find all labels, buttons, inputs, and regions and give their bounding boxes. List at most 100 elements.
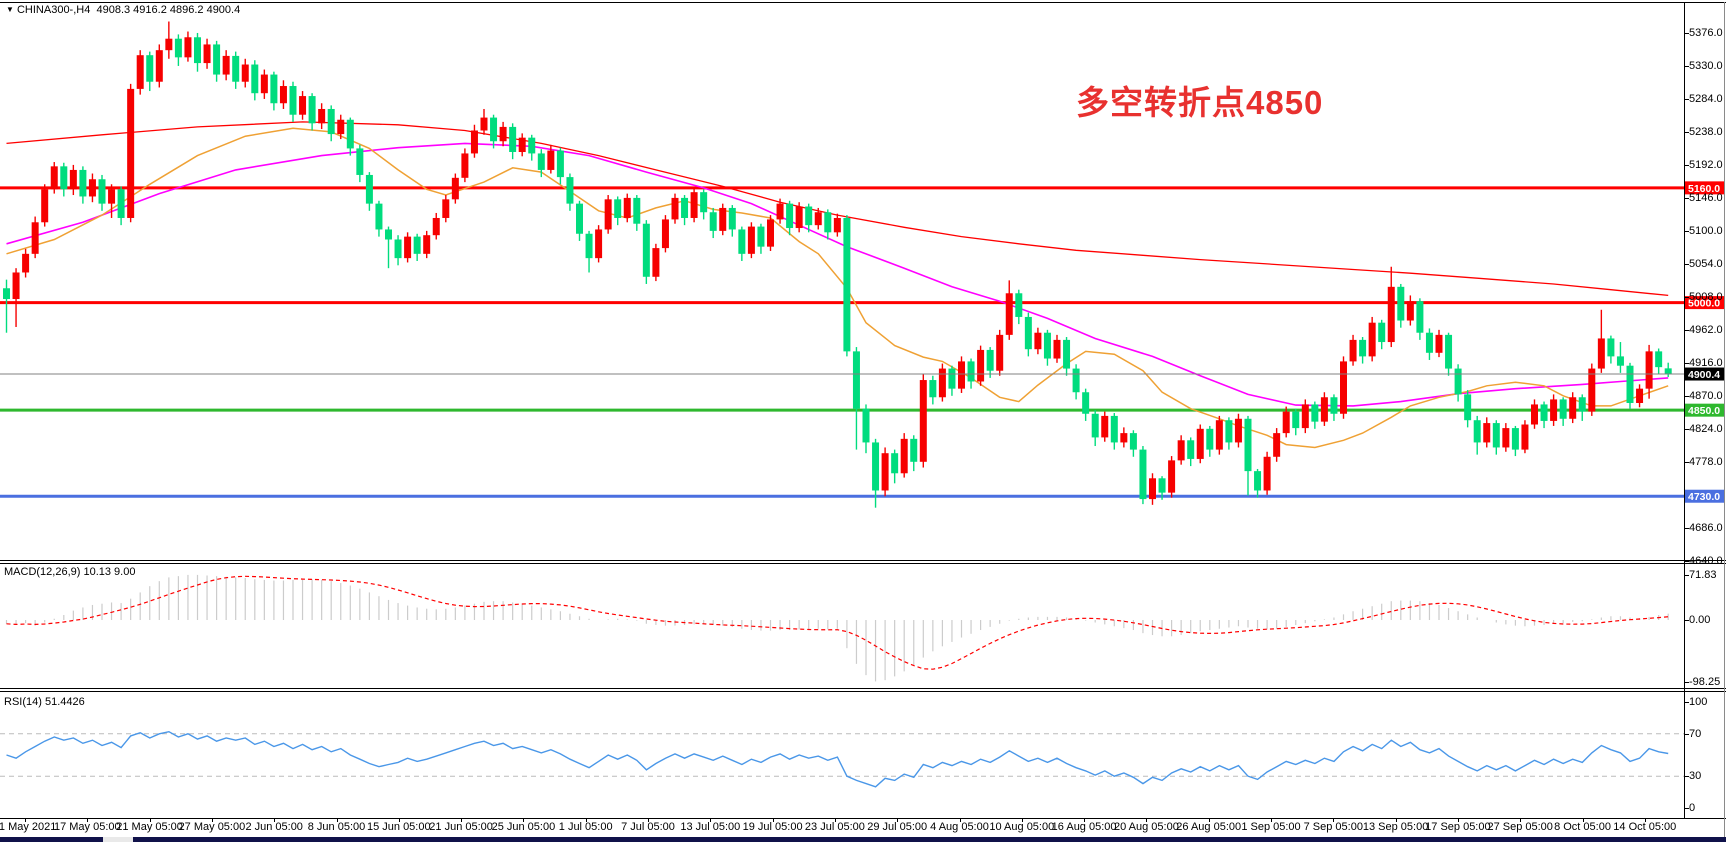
time-axis-tick (336, 818, 338, 822)
price-axis-label: 5146.0 (1689, 191, 1723, 204)
macd-separator-line-1[interactable] (0, 560, 1726, 561)
time-axis-label: 1 Sep 05:00 (1241, 821, 1301, 833)
time-axis-line (0, 818, 1726, 819)
time-axis-label: 11 May 2021 (0, 821, 57, 833)
rsi-label: RSI(14) 51.4426 (4, 696, 85, 708)
ohlc-values-label: 4908.3 4916.2 4896.2 4900.4 (96, 4, 241, 16)
indicator-axis-tick (1684, 808, 1689, 809)
time-axis-tick (398, 818, 400, 822)
price-axis-label: 4870.0 (1689, 389, 1723, 402)
main-price-chart[interactable]: 5160.0 5000.0 4850.0 4730.0 4900.4 (0, 0, 1726, 560)
chart-title: ▼ CHINA300-,H4 4908.3 4916.2 4896.2 4900… (6, 4, 240, 16)
indicator-axis-label: 70 (1689, 727, 1702, 740)
macd-signal-line (6, 575, 1669, 670)
time-axis-label: 23 Jul 05:00 (804, 821, 865, 833)
time-axis-label: 25 Jun 05:00 (491, 821, 556, 833)
price-tag-4850.0 (1685, 403, 1725, 417)
price-axis-label: 5238.0 (1689, 125, 1723, 138)
time-axis-tick (1146, 818, 1148, 822)
rsi-separator-line-2[interactable] (0, 691, 1726, 692)
window-right-border (1724, 2, 1725, 838)
time-axis-tick (461, 818, 463, 822)
price-axis-tick (1684, 263, 1689, 265)
window-top-border (0, 2, 1726, 3)
price-axis-tick (1684, 131, 1689, 133)
indicator-axis-tick (1684, 620, 1689, 621)
symbol-period-label: CHINA300-,H4 (16, 4, 91, 16)
indicator-axis-tick (1684, 574, 1689, 576)
price-axis-label: 4916.0 (1689, 356, 1723, 369)
price-axis-tick (1684, 395, 1689, 397)
time-axis-label: 21 Jun 05:00 (429, 821, 493, 833)
indicator-axis-tick (1684, 733, 1689, 735)
indicator-axis-label: 100 (1689, 696, 1708, 708)
price-axis-tick (1684, 527, 1689, 529)
rsi-indicator-panel[interactable] (0, 692, 1726, 818)
price-axis-tick (1684, 428, 1689, 430)
price-axis-label: 5054.0 (1689, 257, 1723, 270)
collapse-triangle-icon[interactable]: ▼ (6, 5, 14, 14)
price-axis-tick (1684, 560, 1689, 562)
time-axis-tick (211, 818, 213, 822)
time-axis-tick (1084, 818, 1086, 822)
price-axis-tick (1684, 230, 1689, 232)
price-axis-label: 4778.0 (1689, 455, 1723, 468)
macd-histogram (5, 574, 1669, 682)
price-axis-label: 4686.0 (1689, 521, 1723, 534)
time-axis-tick (959, 818, 961, 822)
price-tag-5160.0 (1685, 181, 1725, 195)
price-axis-tick (1684, 164, 1689, 166)
time-axis-tick (1333, 818, 1335, 822)
price-axis-label: 5284.0 (1689, 92, 1723, 105)
time-axis-tick (1271, 818, 1272, 822)
time-axis-tick (1644, 818, 1646, 822)
price-axis-label: 4640.0 (1689, 554, 1723, 567)
candles (3, 21, 1672, 508)
indicator-axis-label: 0.00 (1689, 614, 1711, 626)
indicator-axis-tick (1684, 702, 1689, 703)
scrollbar-gap (103, 837, 133, 842)
price-tag-text: 5160.0 (1688, 183, 1720, 195)
macd-separator-line-2[interactable] (0, 563, 1726, 564)
time-axis-tick (1395, 818, 1397, 822)
horizontal-scrollbar[interactable] (0, 837, 1726, 842)
price-tag-text: 4730.0 (1688, 491, 1720, 503)
price-axis-label: 5100.0 (1689, 224, 1723, 237)
macd-indicator-panel[interactable] (0, 564, 1726, 688)
rsi-line (6, 730, 1669, 788)
time-axis-tick (585, 818, 587, 822)
time-axis-label: 26 Aug 05:00 (1176, 821, 1242, 833)
price-axis-tick (1684, 296, 1689, 298)
rsi-separator-line-1[interactable] (0, 688, 1726, 689)
time-axis-label: 2 Jun 05:00 (245, 821, 303, 833)
indicator-axis-label: 30 (1689, 770, 1702, 783)
price-axis-label: 5192.0 (1689, 158, 1723, 171)
indicator-axis-label: 0 (1689, 802, 1696, 814)
time-axis-label: 8 Oct 05:00 (1554, 821, 1611, 833)
price-tag-4730.0 (1685, 489, 1725, 503)
price-axis-tick (1684, 461, 1689, 463)
time-axis-label: 27 Sep 05:00 (1487, 821, 1553, 833)
time-axis-label: 27 May 05:00 (178, 821, 246, 833)
moving-average-slow-red (6, 121, 1669, 297)
indicator-axis-label: 71.83 (1689, 568, 1717, 581)
time-axis-label: 14 Oct 05:00 (1613, 821, 1677, 833)
time-axis-label: 17 Sep 05:00 (1425, 821, 1491, 833)
time-axis-label: 7 Sep 05:00 (1303, 821, 1363, 833)
time-axis-label: 29 Jul 05:00 (867, 821, 928, 833)
time-axis-tick (1582, 818, 1584, 822)
price-axis-tick (1684, 32, 1689, 34)
price-axis-line[interactable] (1684, 2, 1685, 818)
time-axis-label: 16 Aug 05:00 (1051, 821, 1117, 833)
time-axis-label: 15 Jun 05:00 (366, 821, 431, 833)
time-axis-tick (1520, 818, 1522, 822)
time-axis-tick (25, 818, 26, 822)
time-axis-tick (1021, 818, 1023, 822)
price-tag-text: 4850.0 (1688, 405, 1720, 417)
time-axis-label: 4 Aug 05:00 (930, 821, 989, 833)
price-axis-label: 5330.0 (1689, 59, 1723, 72)
time-axis-label: 13 Jul 05:00 (680, 821, 741, 833)
time-axis-tick (274, 818, 276, 822)
price-axis-label: 4824.0 (1689, 422, 1723, 435)
